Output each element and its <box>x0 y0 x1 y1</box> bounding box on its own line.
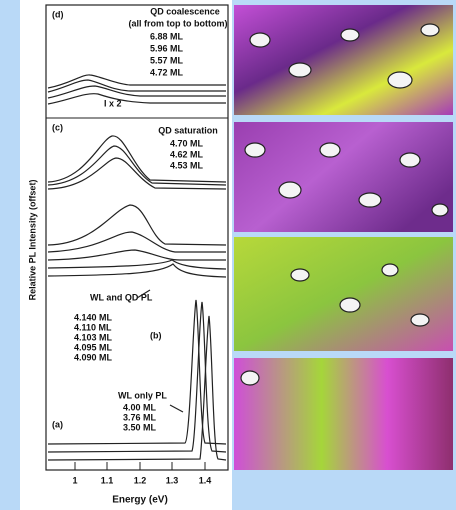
spectrum <box>47 299 227 445</box>
x-tick-label: 1.2 <box>134 475 147 485</box>
spectrum <box>47 79 226 93</box>
thickness-label: 4.103 ML <box>74 332 113 342</box>
thickness-label: 3.50 ML <box>123 422 157 432</box>
thickness-label: 3.76 ML <box>123 412 157 422</box>
panel-title: WL only PL <box>118 390 167 400</box>
spectrum <box>47 231 226 253</box>
panel-title: QD saturation <box>158 125 218 135</box>
spectrum <box>47 315 227 461</box>
x-tick-label: 1.3 <box>166 475 179 485</box>
afm-image <box>234 358 453 470</box>
spectrum <box>47 157 227 190</box>
panel-label: (b) <box>150 330 162 340</box>
thickness-label: 5.57 ML <box>150 55 184 65</box>
spectrum <box>47 263 227 278</box>
scale-note: I x 2 <box>104 98 122 108</box>
x-axis: 1 1.1 1.2 1.3 1.4 Energy (eV) <box>72 462 211 506</box>
arrow <box>136 289 151 299</box>
afm-images <box>234 5 453 470</box>
thickness-label: 4.00 ML <box>123 402 157 412</box>
x-tick-label: 1.4 <box>199 475 212 485</box>
panel-title: QD coalescence <box>150 6 220 16</box>
thickness-label: 4.140 ML <box>74 312 113 322</box>
x-axis-label: Energy (eV) <box>112 495 168 506</box>
spectrum <box>47 301 227 453</box>
spectrum <box>47 249 226 261</box>
panel-label: (a) <box>52 419 63 429</box>
panel-title: WL and QD PL <box>90 292 153 302</box>
spectrum <box>47 74 226 89</box>
panel-label: (c) <box>52 122 63 132</box>
thickness-label: 4.70 ML <box>170 138 204 148</box>
spectrum <box>47 204 227 246</box>
x-tick-label: 1 <box>72 475 77 485</box>
spectrum <box>47 135 227 183</box>
spectrum <box>47 145 227 186</box>
plot-frame <box>45 4 229 471</box>
x-tick-label: 1.1 <box>101 475 114 485</box>
thickness-label: 4.62 ML <box>170 149 204 159</box>
thickness-label: 4.110 ML <box>74 322 112 332</box>
thickness-label: 4.53 ML <box>170 160 204 170</box>
spectrum <box>47 85 226 99</box>
panel-subtitle: (all from top to bottom) <box>129 18 228 28</box>
plot-background <box>20 0 232 510</box>
afm-image <box>234 5 453 115</box>
thickness-label: 6.88 ML <box>150 31 184 41</box>
thickness-label: 4.090 ML <box>74 352 113 362</box>
afm-image <box>234 237 453 351</box>
afm-image <box>234 122 453 232</box>
thickness-label: 5.96 ML <box>150 43 184 53</box>
arrow <box>169 404 184 413</box>
y-axis-label: Relative PL Intensity (offset) <box>27 180 37 301</box>
thickness-label: 4.095 ML <box>74 342 113 352</box>
spectrum <box>47 259 227 270</box>
panel-label: (d) <box>52 9 64 19</box>
spectrum <box>47 93 226 105</box>
thickness-label: 4.72 ML <box>150 67 184 77</box>
